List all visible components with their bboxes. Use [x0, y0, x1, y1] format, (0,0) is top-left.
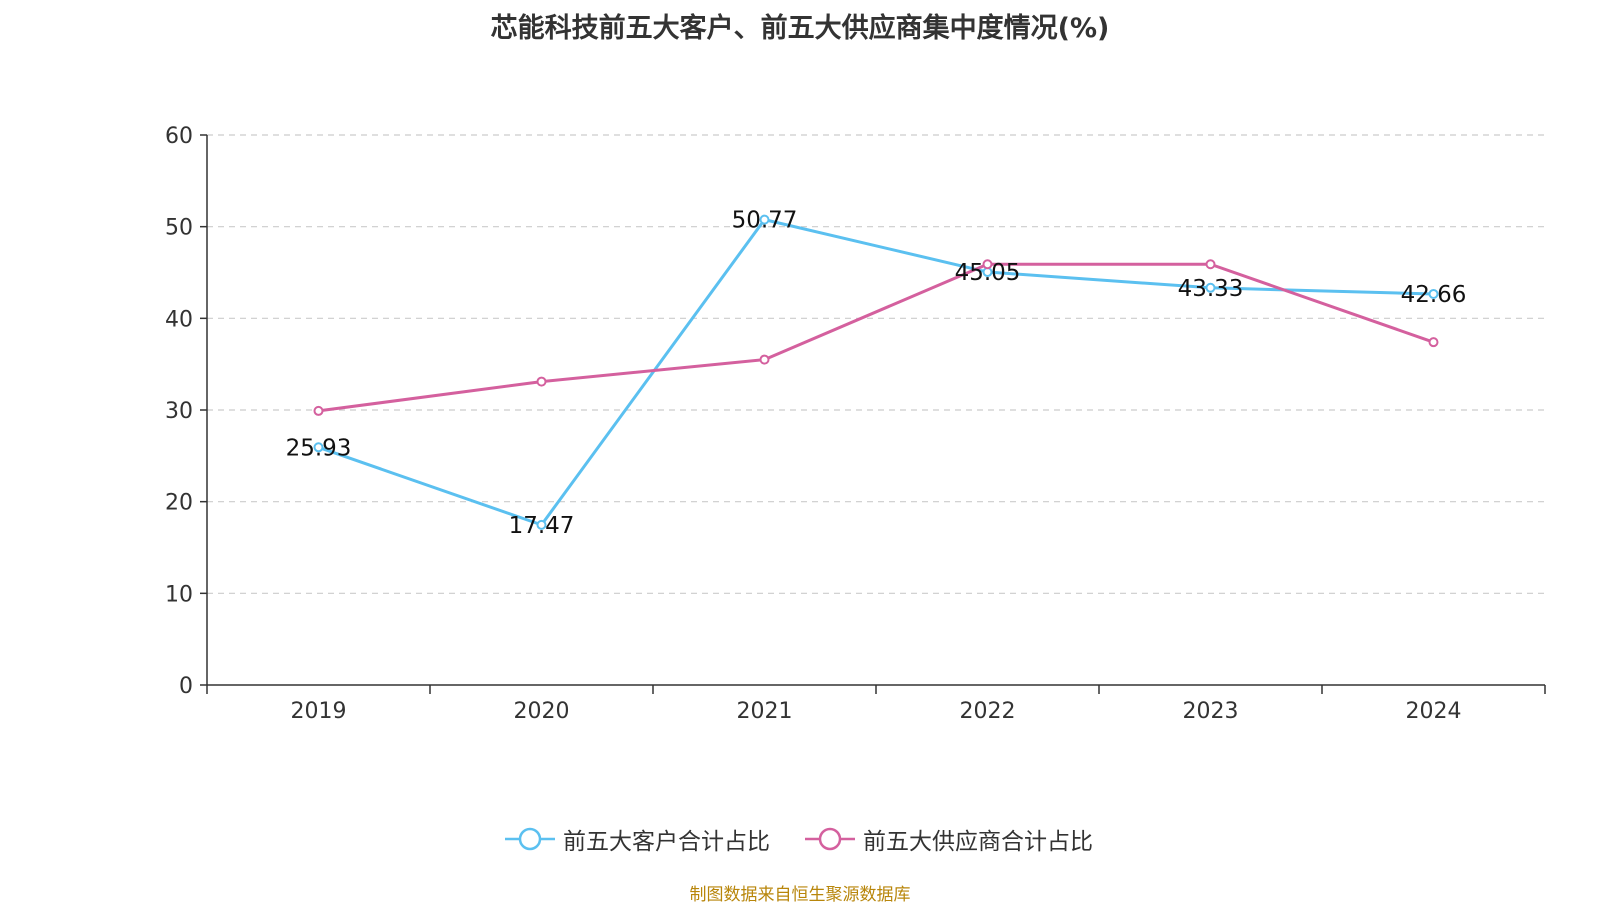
y-tick-label: 20	[165, 491, 193, 516]
x-tick-label: 2024	[1406, 699, 1462, 724]
series-line-1	[318, 262, 1434, 413]
data-point[interactable]	[536, 376, 547, 387]
data-label: 50.77	[732, 208, 798, 234]
series	[313, 214, 1439, 530]
y-tick-label: 60	[165, 124, 193, 149]
data-point[interactable]	[1205, 282, 1216, 293]
legend-marker-suppliers	[805, 827, 855, 851]
data-label: 43.33	[1178, 276, 1244, 302]
data-label: 45.05	[955, 260, 1021, 286]
data-point[interactable]	[313, 405, 324, 416]
grid-lines	[207, 134, 1545, 594]
x-tick-label: 2022	[960, 699, 1016, 724]
data-point[interactable]	[759, 214, 770, 225]
data-labels: 25.93 17.47 50.77 45.05 43.33 42.66	[286, 208, 1467, 539]
x-tick-label: 2020	[514, 699, 570, 724]
data-point[interactable]	[982, 259, 993, 270]
data-point[interactable]	[759, 354, 770, 365]
data-point[interactable]	[313, 442, 324, 453]
y-tick-label: 30	[165, 399, 193, 424]
y-tick-label: 50	[165, 216, 193, 241]
y-tick-label: 0	[179, 674, 193, 699]
data-point[interactable]	[1428, 288, 1439, 299]
data-point[interactable]	[536, 519, 547, 530]
legend-item-suppliers[interactable]: 前五大供应商合计占比	[805, 822, 1093, 856]
legend-label-customers: 前五大客户合计占比	[563, 829, 770, 855]
y-tick-label: 40	[165, 307, 193, 332]
x-tick-label: 2019	[291, 699, 347, 724]
chart-title: 芯能科技前五大客户、前五大供应商集中度情况(%)	[490, 13, 1110, 44]
series-line-0	[318, 218, 1434, 527]
data-point[interactable]	[1428, 337, 1439, 348]
legend-label-suppliers: 前五大供应商合计占比	[863, 829, 1093, 855]
data-label: 25.93	[286, 435, 352, 461]
x-tick-label: 2023	[1183, 699, 1239, 724]
data-label: 42.66	[1401, 282, 1467, 308]
data-point[interactable]	[1205, 259, 1216, 270]
data-label: 17.47	[509, 513, 575, 539]
x-tick-label: 2021	[737, 699, 793, 724]
axes: 0 10 20 30 40 50 60 2019 2020 2021 2022 2023 2024	[165, 124, 1546, 724]
legend-marker-customers	[505, 827, 555, 851]
source-note: 制图数据来自恒生聚源数据库	[689, 885, 911, 905]
y-tick-label: 10	[165, 582, 193, 607]
legend-item-customers[interactable]: 前五大客户合计占比	[505, 822, 770, 856]
